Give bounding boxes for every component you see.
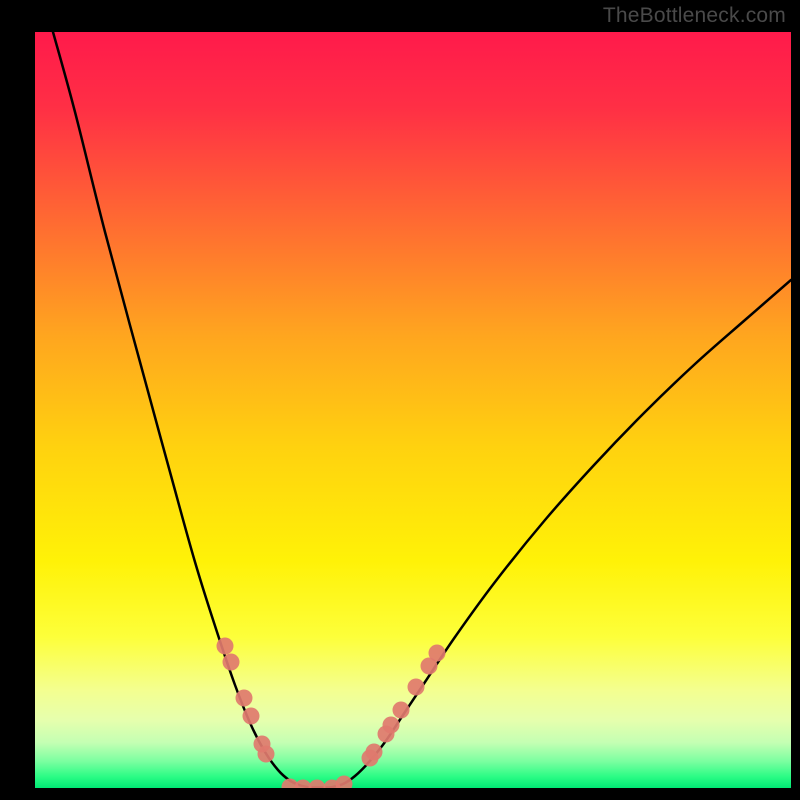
marker-dot [383, 717, 400, 734]
marker-dot [258, 746, 275, 763]
watermark-text: TheBottleneck.com [603, 4, 786, 28]
marker-dot [393, 702, 410, 719]
marker-dot [223, 654, 240, 671]
marker-dot [243, 708, 260, 725]
marker-dot [366, 744, 383, 761]
marker-dot [429, 645, 446, 662]
plot-area [35, 32, 791, 788]
marker-dot [236, 690, 253, 707]
gradient-rect [35, 32, 791, 788]
marker-dot [408, 679, 425, 696]
chart-svg [35, 32, 791, 788]
marker-dot [217, 638, 234, 655]
